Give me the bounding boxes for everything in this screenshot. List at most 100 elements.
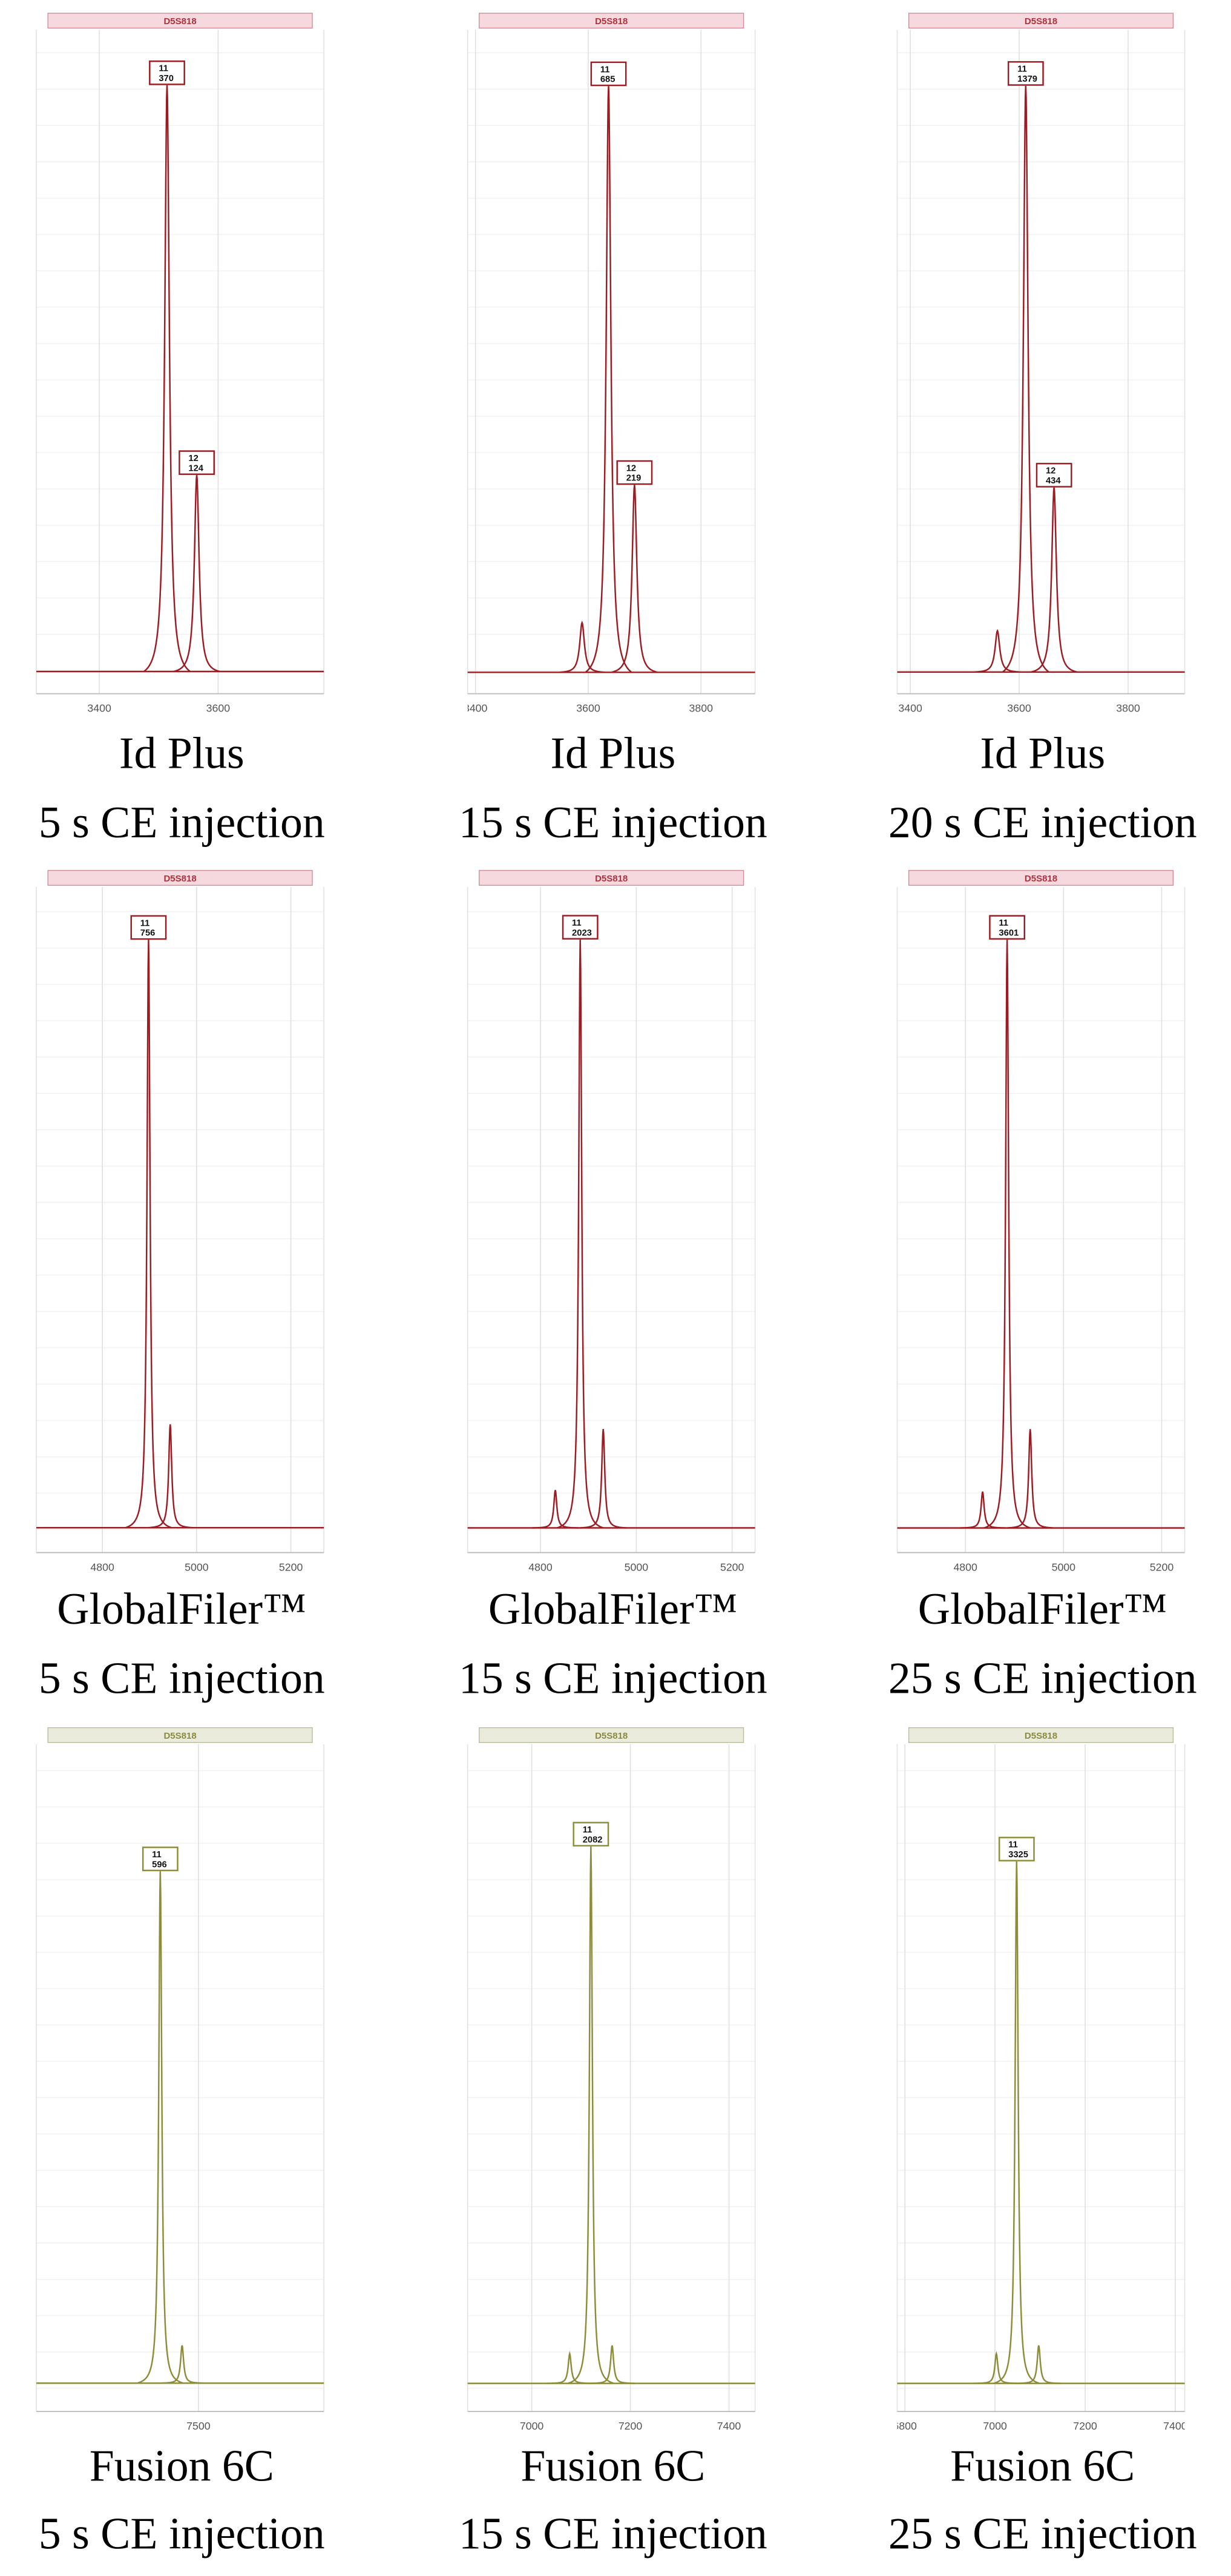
caption-kit: GlobalFiler™ [918, 1584, 1167, 1633]
marker-bar [479, 13, 744, 29]
x-tick-label: 3800 [689, 702, 714, 714]
x-tick-label: 7500 [186, 2420, 211, 2432]
x-axis: 4800 5000 5200 [953, 887, 1174, 1573]
peak [159, 2345, 206, 2384]
peak [589, 2345, 635, 2384]
marker-name: D5S818 [163, 16, 196, 27]
caption-kit: GlobalFiler™ [488, 1584, 738, 1633]
height-label: 2023 [572, 928, 592, 938]
allele-label: 11 [152, 1850, 162, 1860]
x-tick-label: 5200 [279, 1561, 303, 1573]
allele-label: 11 [999, 918, 1008, 928]
height-label: 2082 [583, 1835, 603, 1845]
peak [137, 1871, 184, 2384]
peak-label-box [149, 60, 185, 85]
x-tick-label: 7400 [1163, 2420, 1187, 2432]
height-label: 434 [1046, 476, 1061, 486]
peak [567, 1846, 614, 2384]
height-label: 370 [159, 74, 174, 83]
x-tick-label: 3600 [576, 702, 600, 714]
height-label: 219 [626, 474, 642, 483]
caption-kit: Id Plus [119, 728, 245, 778]
peak [959, 1491, 1006, 1529]
caption-kit: Id Plus [550, 728, 675, 778]
peak [146, 1424, 194, 1529]
peak-label-box [1007, 61, 1044, 86]
x-axis: 3400 3600 3800 [898, 30, 1140, 714]
allele-label: 11 [159, 64, 168, 74]
x-tick-label: 5200 [720, 1561, 744, 1573]
peak-label-box [562, 915, 599, 940]
peak [580, 1428, 626, 1529]
x-axis: 4800 5000 5200 [90, 887, 303, 1573]
x-tick-label: 7000 [520, 2420, 544, 2432]
caption-injection: 25 s CE injection [888, 1653, 1197, 1702]
peak-label-box [998, 1837, 1035, 1862]
marker-bar [479, 870, 744, 886]
x-tick-label: 3600 [206, 702, 231, 714]
peak [1016, 2345, 1062, 2384]
allele-label: 12 [188, 454, 198, 463]
peak [173, 475, 220, 673]
x-tick-label: 5200 [1150, 1561, 1174, 1573]
x-tick-label: 3600 [1007, 702, 1031, 714]
peak [585, 86, 632, 673]
height-label: 596 [152, 1860, 167, 1869]
x-tick-label: 5000 [1052, 1561, 1076, 1573]
allele-label: 12 [626, 463, 636, 473]
peak [1006, 1429, 1054, 1529]
marker-bar [908, 13, 1174, 29]
peak [559, 620, 606, 673]
x-tick-label: 3800 [325, 702, 349, 714]
allele-label: 12 [1046, 466, 1055, 476]
peak [1031, 487, 1078, 673]
peak [993, 1861, 1040, 2384]
peak-label-box [616, 460, 653, 485]
caption-injection: 5 s CE injection [39, 1653, 325, 1702]
peak-label-box [989, 915, 1025, 940]
x-tick-label: 7200 [1073, 2420, 1097, 2432]
x-axis: 3400 3600 3800 [87, 30, 349, 714]
marker-bar [479, 1727, 744, 1744]
allele-label: 11 [1017, 65, 1027, 74]
x-axis: 6800 7000 7200 7400 [893, 1744, 1187, 2432]
caption-kit: Fusion 6C [90, 2441, 274, 2491]
x-axis: 4800 5000 5200 [528, 887, 744, 1573]
marker-bar [908, 870, 1174, 886]
x-tick-label: 3400 [898, 702, 922, 714]
allele-label: 11 [600, 65, 610, 74]
caption-kit: Id Plus [980, 728, 1105, 778]
height-label: 124 [188, 463, 203, 473]
caption-kit: Fusion 6C [950, 2441, 1135, 2491]
marker-bar [47, 13, 313, 29]
height-label: 1379 [1017, 74, 1037, 84]
height-label: 756 [140, 929, 156, 938]
x-tick-label: 7000 [983, 2420, 1007, 2432]
caption-injection: 25 s CE injection [888, 2509, 1197, 2558]
caption-kit: GlobalFiler™ [57, 1584, 306, 1633]
peak [974, 629, 1021, 673]
allele-label: 11 [140, 918, 150, 928]
peak [125, 940, 172, 1529]
marker-name: D5S818 [1025, 874, 1057, 884]
peak [547, 2351, 593, 2384]
caption-injection: 15 s CE injection [459, 2509, 767, 2558]
peak [557, 940, 604, 1529]
x-tick-label: 7200 [619, 2420, 643, 2432]
allele-label: 11 [1008, 1840, 1018, 1850]
x-tick-label: 6800 [893, 2420, 917, 2432]
caption-injection: 20 s CE injection [888, 797, 1197, 847]
peak [983, 940, 1031, 1529]
x-tick-label: 7400 [717, 2420, 741, 2432]
height-label: 685 [600, 75, 616, 85]
